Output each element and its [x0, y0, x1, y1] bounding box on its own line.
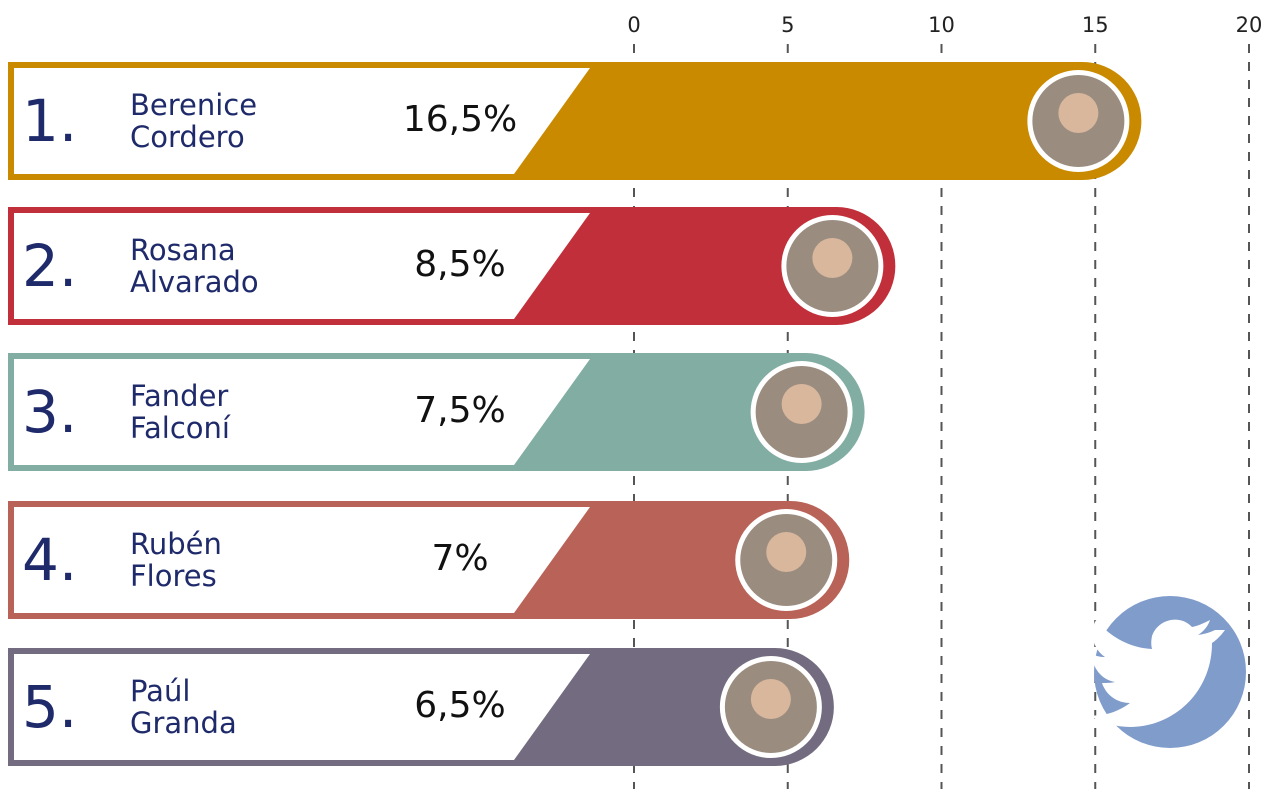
rank: 1.: [22, 87, 77, 155]
twitter-bird: [1088, 619, 1225, 727]
candidate-name: Berenice Cordero: [130, 88, 258, 154]
label-panel: [14, 507, 590, 613]
candidate-name: Fander Falconí: [130, 379, 230, 445]
rank: 5.: [22, 673, 77, 741]
x-tick-label: 20: [1236, 13, 1263, 37]
x-tick-label: 10: [928, 13, 955, 37]
label-panel: [14, 654, 590, 760]
x-tick-label: 15: [1082, 13, 1109, 37]
label-panel: [14, 213, 590, 319]
rank: 2.: [22, 232, 77, 300]
photo-face: [812, 238, 853, 278]
rank: 3.: [22, 378, 77, 446]
rank: 4.: [22, 526, 77, 594]
x-tick-label: 5: [781, 13, 794, 37]
photo-face: [1058, 93, 1099, 133]
x-tick-label: 0: [627, 13, 640, 37]
label-panel: [14, 359, 590, 465]
value-label: 6,5%: [414, 685, 505, 726]
photo-face: [766, 532, 807, 572]
photo-face: [781, 384, 822, 424]
candidate-name: Rosana Alvarado: [130, 233, 259, 299]
label-panel: [14, 68, 590, 174]
candidate-name: Rubén Flores: [130, 527, 222, 593]
value-label: 8,5%: [414, 244, 505, 285]
value-label: 7,5%: [414, 390, 505, 431]
value-label: 7%: [431, 538, 488, 579]
photo-face: [750, 679, 791, 719]
candidate-name: Paúl Granda: [130, 674, 237, 740]
value-label: 16,5%: [403, 99, 517, 140]
